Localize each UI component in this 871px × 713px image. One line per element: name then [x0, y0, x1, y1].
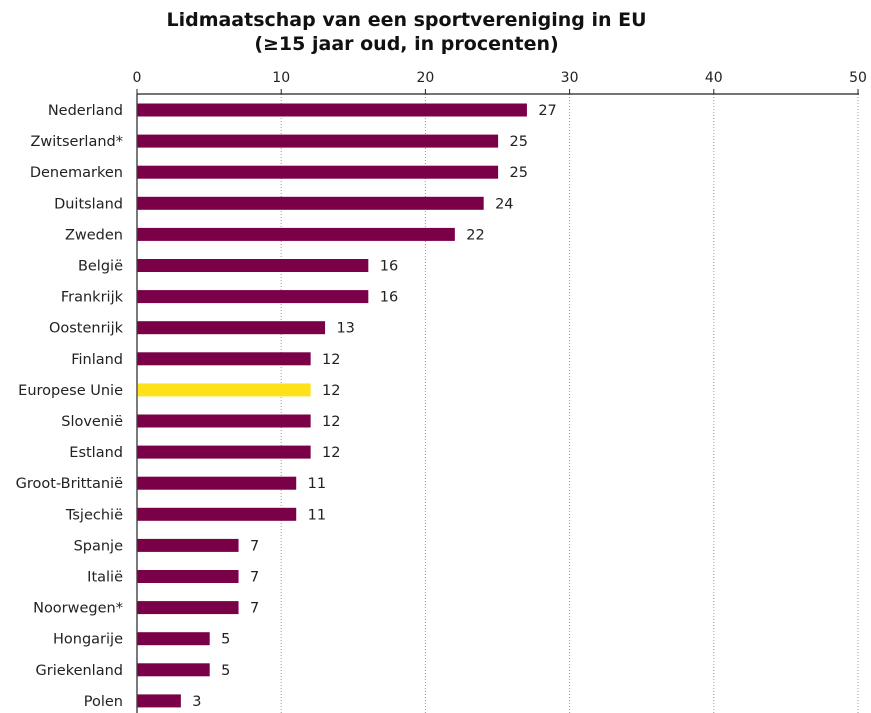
bar [137, 694, 181, 708]
category-label: Duitsland [54, 196, 123, 212]
category-label: Noorwegen* [33, 601, 123, 617]
value-label: 25 [510, 165, 528, 181]
chart-title-block: Lidmaatschap van een sportvereniging in … [0, 8, 813, 56]
category-label: België [78, 259, 123, 275]
category-label: Italië [87, 570, 123, 586]
value-label: 22 [466, 227, 484, 243]
bar [137, 196, 484, 210]
bar [137, 601, 239, 615]
bar [137, 259, 369, 272]
value-label: 5 [221, 632, 230, 648]
value-label: 12 [322, 383, 340, 399]
x-tick-label: 40 [705, 70, 723, 86]
bar [137, 103, 527, 117]
category-label: Estland [69, 445, 123, 461]
bar [137, 165, 499, 179]
value-label: 11 [308, 507, 326, 523]
bar [137, 507, 297, 521]
bar [137, 414, 311, 428]
bar [137, 632, 210, 646]
value-label: 16 [380, 290, 398, 306]
x-tick-label: 0 [133, 70, 142, 86]
category-label: Griekenland [36, 663, 123, 679]
category-label: Polen [84, 694, 123, 710]
bar [137, 290, 369, 304]
category-label: Frankrijk [61, 290, 124, 306]
category-label: Oostenrijk [49, 321, 124, 337]
category-label: Finland [71, 352, 123, 368]
bar [137, 570, 239, 583]
bar [137, 227, 455, 241]
value-label: 7 [250, 601, 259, 617]
x-tick-label: 30 [561, 70, 579, 86]
chart-title: Lidmaatschap van een sportvereniging in … [166, 9, 647, 31]
bar [137, 352, 311, 366]
value-label: 3 [192, 694, 201, 710]
bar [137, 134, 499, 148]
bar [137, 321, 326, 335]
highlight-bar [137, 383, 311, 397]
value-label: 13 [336, 321, 354, 337]
category-label: Tsjechië [65, 507, 123, 523]
value-label: 5 [221, 663, 230, 679]
value-label: 7 [250, 570, 259, 586]
category-label: Zweden [65, 227, 123, 243]
category-label: Slovenië [61, 414, 123, 430]
category-label: Denemarken [30, 165, 123, 181]
bar [137, 445, 311, 459]
value-label: 25 [510, 134, 528, 150]
chart-subtitle: (≥15 jaar oud, in procenten) [254, 33, 559, 55]
category-label: Zwitserland* [30, 134, 123, 150]
value-label: 27 [538, 103, 556, 119]
value-label: 16 [380, 259, 398, 275]
value-label: 11 [308, 476, 326, 492]
value-label: 12 [322, 414, 340, 430]
bar [137, 663, 210, 677]
value-label: 12 [322, 352, 340, 368]
category-label: Europese Unie [18, 383, 123, 399]
category-label: Spanje [74, 538, 124, 554]
value-label: 24 [495, 196, 513, 212]
value-label: 7 [250, 538, 259, 554]
bar [137, 538, 239, 552]
value-label: 12 [322, 445, 340, 461]
category-label: Hongarije [53, 632, 123, 648]
bar [137, 476, 297, 490]
x-tick-label: 20 [416, 70, 434, 86]
category-label: Groot-Brittanië [16, 476, 123, 492]
x-tick-label: 10 [272, 70, 290, 86]
x-tick-label: 50 [849, 70, 867, 86]
category-label: Nederland [48, 103, 123, 119]
